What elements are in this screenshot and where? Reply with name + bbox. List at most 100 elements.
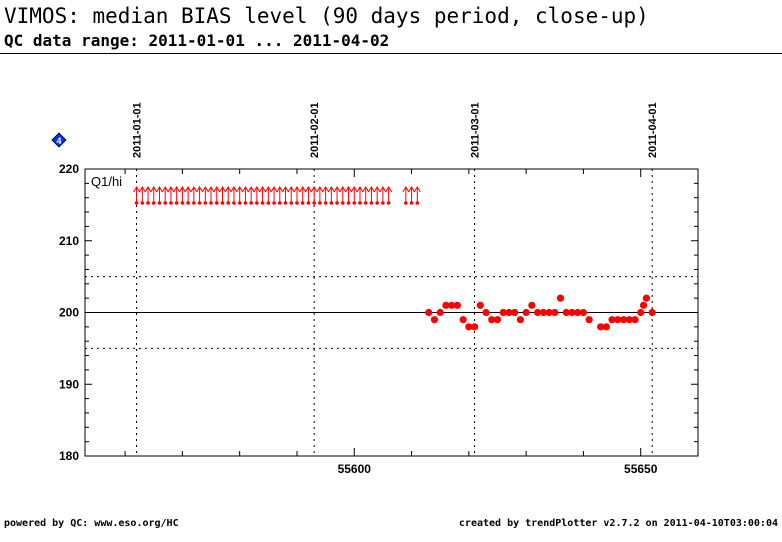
page-subtitle: QC data range: 2011-01-01 ... 2011-04-02 — [4, 31, 390, 50]
data-point — [442, 301, 450, 309]
out-of-range-marker — [133, 186, 140, 205]
data-point — [533, 308, 542, 317]
y-tick-label: 210 — [59, 234, 79, 248]
out-of-range-marker — [201, 186, 209, 205]
data-point — [493, 316, 502, 324]
data-point — [602, 323, 610, 331]
y-tick-label: 200 — [59, 306, 79, 320]
data-point — [562, 308, 570, 317]
data-point — [453, 301, 461, 309]
data-point — [631, 316, 639, 324]
out-of-range-marker — [213, 186, 221, 205]
out-of-range-marker — [322, 186, 330, 205]
data-point — [625, 316, 633, 324]
out-of-range-marker — [230, 186, 238, 205]
data-point — [425, 308, 433, 317]
data-point — [511, 308, 519, 317]
data-point — [556, 294, 565, 302]
data-point — [470, 323, 479, 331]
date-marker-label: 2011-03-01 — [470, 102, 482, 158]
title-divider — [0, 53, 782, 54]
data-point — [642, 294, 651, 302]
data-point — [637, 308, 645, 317]
out-of-range-marker — [196, 186, 204, 205]
y-tick-label: 220 — [59, 162, 79, 176]
data-point — [574, 308, 582, 317]
out-of-range-marker — [253, 186, 261, 205]
data-point — [436, 308, 444, 317]
out-of-range-marker — [385, 186, 393, 205]
out-of-range-marker — [236, 186, 244, 205]
x-tick-label: 55650 — [624, 462, 658, 476]
out-of-range-marker — [167, 186, 175, 205]
data-point — [430, 316, 439, 324]
data-point — [585, 316, 593, 324]
out-of-range-marker — [339, 186, 347, 205]
date-marker-label: 2011-02-01 — [309, 102, 321, 158]
out-of-range-marker — [305, 186, 312, 205]
data-point — [551, 308, 559, 317]
data-point — [614, 316, 622, 324]
out-of-range-marker — [190, 186, 198, 205]
panel-label: Q1/hi — [91, 174, 122, 189]
data-point — [568, 308, 576, 317]
data-point — [499, 308, 507, 317]
axis-layer: 2011-01-01 2011-02-01 2011-03-01 2011-04-01… — [59, 102, 699, 476]
footer-powered-by: powered by QC: www.eso.org/HC — [4, 518, 179, 529]
out-of-range-marker — [345, 186, 352, 205]
data-point — [648, 308, 656, 317]
out-of-range-marker — [408, 186, 415, 205]
data-point — [522, 308, 530, 317]
data-point — [488, 316, 496, 324]
out-of-range-marker — [264, 186, 272, 205]
data-point — [639, 301, 648, 309]
out-of-range-marker — [150, 186, 158, 205]
out-of-range-marker — [293, 186, 301, 205]
out-of-range-marker — [161, 186, 169, 205]
data-layer — [133, 186, 656, 331]
out-of-range-marker — [270, 186, 278, 205]
data-point — [448, 301, 456, 309]
out-of-range-marker — [287, 186, 295, 205]
out-of-range-marker — [356, 186, 364, 205]
out-of-range-marker — [156, 186, 163, 205]
out-of-range-marker — [327, 186, 335, 205]
date-marker-label: 2011-01-01 — [132, 102, 144, 158]
out-of-range-marker — [138, 186, 146, 205]
out-of-range-marker — [350, 186, 358, 205]
out-of-range-marker — [310, 186, 318, 205]
page-title: VIMOS: median BIAS level (90 days period… — [4, 4, 649, 28]
data-point — [516, 316, 525, 324]
out-of-range-marker — [413, 186, 421, 205]
svg-text:4: 4 — [56, 136, 61, 146]
data-point — [476, 301, 484, 309]
out-of-range-marker — [333, 186, 341, 205]
data-point — [619, 316, 628, 324]
out-of-range-marker — [241, 186, 249, 205]
out-of-range-marker — [379, 186, 387, 205]
out-of-range-marker — [282, 186, 289, 205]
out-of-range-marker — [219, 186, 226, 205]
out-of-range-marker — [259, 186, 267, 205]
out-of-range-marker — [178, 186, 186, 205]
out-of-range-marker — [184, 186, 192, 205]
data-point — [579, 308, 588, 317]
out-of-range-marker — [368, 186, 375, 205]
out-of-range-marker — [402, 186, 410, 205]
out-of-range-marker — [144, 186, 152, 205]
data-point — [459, 316, 467, 324]
out-of-range-marker — [173, 186, 181, 205]
x-tick-label: 55600 — [338, 462, 372, 476]
data-point — [545, 308, 553, 317]
data-point — [597, 323, 605, 331]
out-of-range-marker — [247, 186, 255, 205]
y-tick-label: 180 — [59, 449, 79, 463]
data-point — [539, 308, 547, 317]
y-tick-label: 190 — [59, 377, 79, 391]
out-of-range-marker — [224, 186, 232, 205]
data-point — [465, 323, 473, 331]
out-of-range-marker — [276, 186, 284, 205]
data-point — [482, 308, 490, 317]
grid-layer — [85, 169, 698, 456]
info-diamond-icon[interactable]: 4 — [51, 132, 67, 148]
